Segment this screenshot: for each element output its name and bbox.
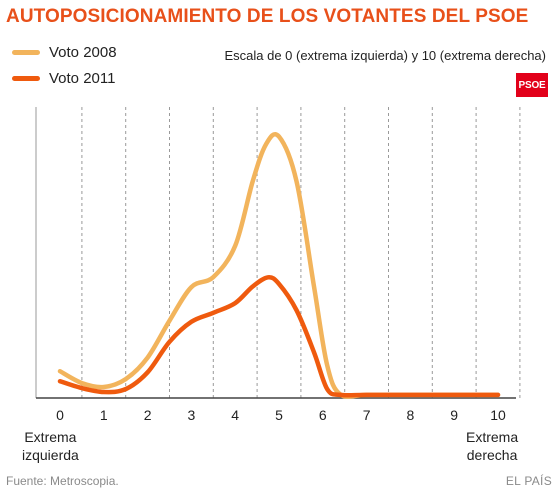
extreme-left-line-1: Extrema (24, 429, 77, 445)
extreme-right-label: Extrema derecha (466, 428, 518, 464)
series-lines (57, 131, 501, 399)
legend-swatch-2008 (12, 50, 40, 55)
extreme-right-line-1: Extrema (466, 429, 519, 445)
legend-item-2008: Voto 2008 (12, 44, 117, 61)
x-tick-label: 7 (363, 407, 371, 423)
x-tick-label: 3 (188, 407, 196, 423)
legend-swatch-2011 (12, 76, 40, 81)
extreme-left-label: Extrema izquierda (22, 428, 79, 464)
legend-label-2008: Voto 2008 (49, 44, 117, 61)
grid-lines (35, 107, 521, 399)
x-tick-label: 10 (490, 407, 506, 423)
x-tick-label: 6 (319, 407, 327, 423)
x-tick-label: 0 (56, 407, 64, 423)
x-tick-label: 8 (407, 407, 415, 423)
series-line-2011 (57, 274, 501, 398)
x-tick-label: 5 (275, 407, 283, 423)
x-tick-label: 4 (231, 407, 239, 423)
x-tick-labels: 0 1 2 3 4 5 6 7 8 9 10 (56, 407, 506, 423)
x-tick-label: 9 (450, 407, 458, 423)
extreme-left-line-2: izquierda (22, 447, 79, 463)
source-note: Fuente: Metroscopia. (6, 474, 119, 488)
legend-item-2011: Voto 2011 (12, 70, 115, 87)
x-tick-label: 1 (100, 407, 108, 423)
publisher-credit: EL PAÍS (505, 474, 552, 488)
extreme-right-line-2: derecha (466, 447, 518, 463)
x-tick-label: 2 (144, 407, 152, 423)
chart-title: AUTOPOSICIONAMIENTO DE LOS VOTANTES DEL … (6, 6, 529, 27)
legend-label-2011: Voto 2011 (49, 70, 116, 87)
chart-subtitle: Escala de 0 (extrema izquierda) y 10 (ex… (224, 48, 546, 63)
psoe-logo: PSOE (516, 73, 548, 97)
